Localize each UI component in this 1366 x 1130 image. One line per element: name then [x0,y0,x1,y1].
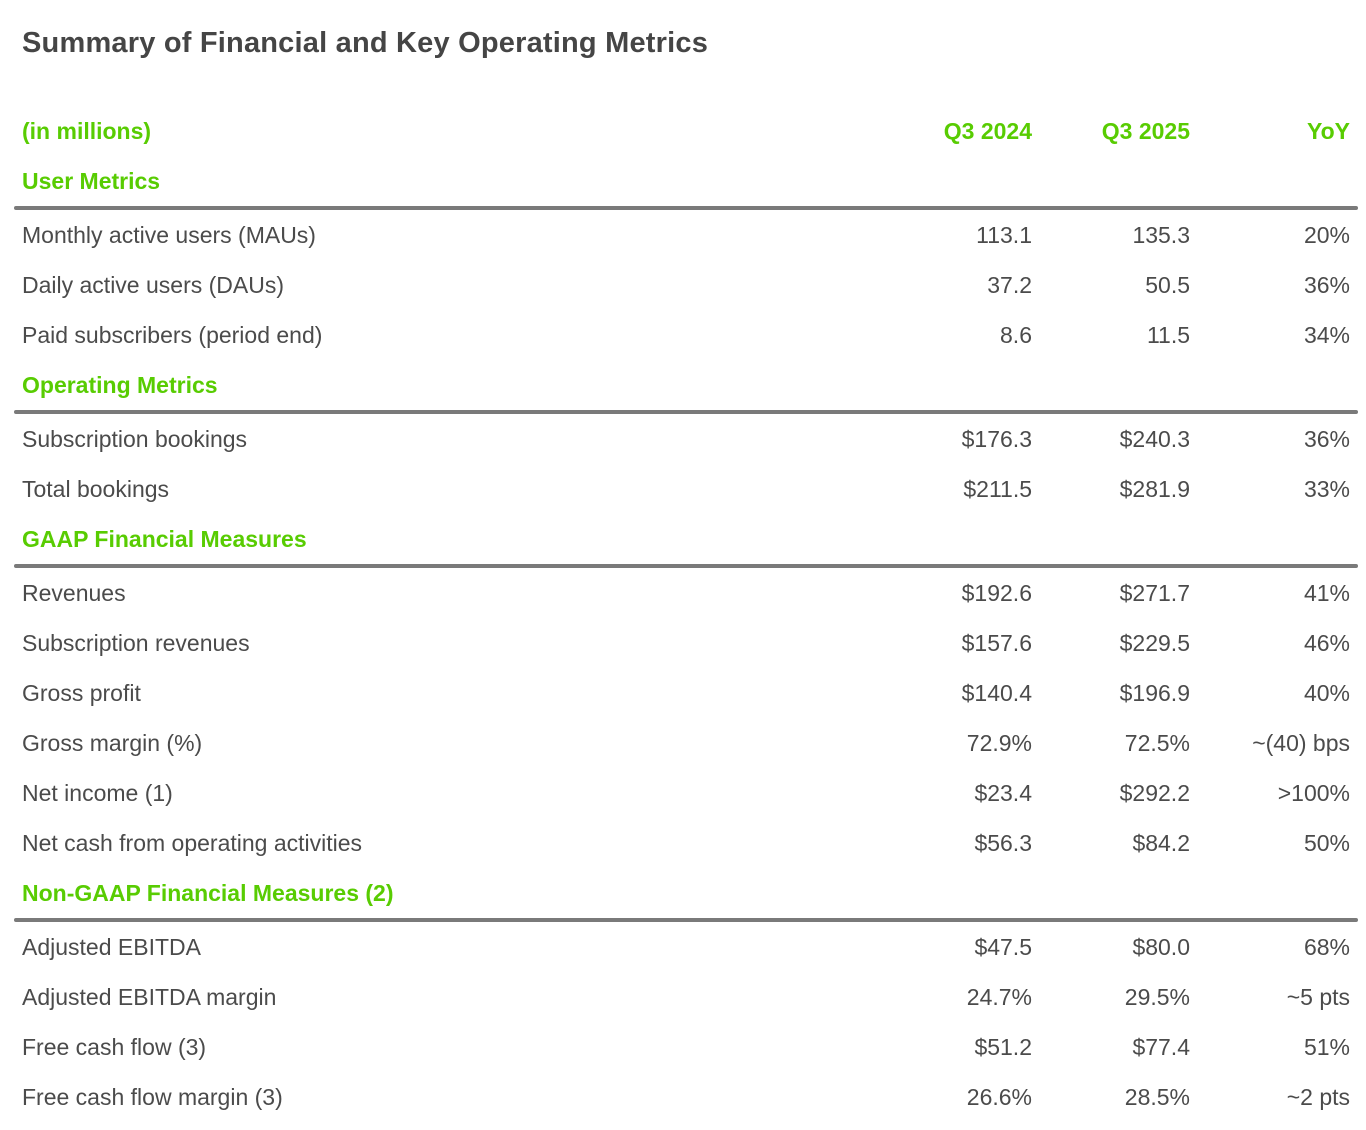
table-row-net-income-1: Net income (1) $23.4 $292.2 >100% [22,768,1350,818]
unit-label: (in millions) [22,118,152,144]
value-q3-2024: 113.1 [976,222,1032,248]
value-q3-2025: $84.2 [1132,830,1190,856]
table-row-paid-subscribers-period-end: Paid subscribers (period end) 8.6 11.5 34% [22,310,1350,360]
value-yoy: 50% [1303,830,1350,856]
row-label: Adjusted EBITDA margin [22,984,277,1010]
value-q3-2025: 135.3 [1132,222,1190,248]
value-yoy: 33% [1303,476,1350,502]
value-q3-2024: $140.4 [961,680,1032,706]
table-row-free-cash-flow-margin-3: Free cash flow margin (3) 26.6% 28.5% ~2 pt… [22,1072,1350,1122]
section-header-non-gaap-financial-measures-2: Non-GAAP Financial Measures (2) [22,868,1350,918]
value-q3-2025: 28.5% [1124,1084,1190,1110]
table-row-monthly-active-users-maus: Monthly active users (MAUs) 113.1 135.3 20% [22,210,1350,260]
table-row-adjusted-ebitda: Adjusted EBITDA $47.5 $80.0 68% [22,922,1350,972]
value-yoy: >100% [1277,780,1350,806]
row-label: Gross margin (%) [22,730,203,756]
value-q3-2025: 29.5% [1124,984,1190,1010]
metrics-table: (in millions) Q3 2024 Q3 2025 YoY User M… [14,106,1358,1122]
row-label: Revenues [22,580,126,606]
table-row-subscription-revenues: Subscription revenues $157.6 $229.5 46% [22,618,1350,668]
row-label: Free cash flow (3) [22,1034,207,1060]
row-label: Daily active users (DAUs) [22,272,284,298]
page-title: Summary of Financial and Key Operating M… [22,27,709,59]
value-q3-2025: $229.5 [1119,630,1190,656]
column-header-yoy: YoY [1306,118,1350,144]
table-row-adjusted-ebitda-margin: Adjusted EBITDA margin 24.7% 29.5% ~5 pts [22,972,1350,1022]
value-q3-2024: 8.6 [1000,322,1032,348]
value-q3-2025: $77.4 [1132,1034,1190,1060]
value-q3-2025: $292.2 [1119,780,1190,806]
value-q3-2024: 37.2 [987,272,1032,298]
table-row-subscription-bookings: Subscription bookings $176.3 $240.3 36% [22,414,1350,464]
value-q3-2024: $176.3 [961,426,1032,452]
section-header-label: User Metrics [22,168,161,194]
value-yoy: 40% [1303,680,1350,706]
row-label: Gross profit [22,680,141,706]
value-yoy: 36% [1303,272,1350,298]
value-yoy: 46% [1303,630,1350,656]
value-yoy: 68% [1303,934,1350,960]
row-label: Subscription bookings [22,426,248,452]
table-row-gross-profit: Gross profit $140.4 $196.9 40% [22,668,1350,718]
value-q3-2024: $51.2 [974,1034,1032,1060]
section-header-user-metrics: User Metrics [22,156,1350,206]
value-q3-2025: 11.5 [1146,322,1190,348]
row-label: Net income (1) [22,780,173,806]
row-label: Paid subscribers (period end) [22,322,323,348]
table-header-row: (in millions) Q3 2024 Q3 2025 YoY [22,106,1350,156]
value-q3-2024: $157.6 [961,630,1032,656]
value-q3-2025: $281.9 [1119,476,1190,502]
value-q3-2025: $240.3 [1119,426,1190,452]
value-q3-2025: 72.5% [1124,730,1190,756]
row-label: Adjusted EBITDA [22,934,201,960]
value-q3-2024: $192.6 [961,580,1032,606]
table-row-net-cash-from-operating-activities: Net cash from operating activities $56.3 $… [22,818,1350,868]
row-label: Total bookings [22,476,170,502]
value-q3-2024: 24.7% [966,984,1032,1010]
section-header-label: Operating Metrics [22,372,218,398]
column-header-q3-2025: Q3 2025 [1101,118,1190,144]
section-header-gaap-financial-measures: GAAP Financial Measures [22,514,1350,564]
value-q3-2025: 50.5 [1145,272,1190,298]
table-body: User Metrics Monthly active users (MAUs) 1… [14,156,1358,1122]
row-label: Free cash flow margin (3) [22,1084,283,1110]
value-q3-2024: 26.6% [966,1084,1032,1110]
table-row-free-cash-flow-3: Free cash flow (3) $51.2 $77.4 51% [22,1022,1350,1072]
value-q3-2024: 72.9% [966,730,1032,756]
row-label: Subscription revenues [22,630,250,656]
value-q3-2024: $23.4 [974,780,1032,806]
table-row-total-bookings: Total bookings $211.5 $281.9 33% [22,464,1350,514]
section-divider-rule [14,918,1358,922]
table-row-daily-active-users-daus: Daily active users (DAUs) 37.2 50.5 36% [22,260,1350,310]
value-yoy: 20% [1303,222,1350,248]
row-label: Monthly active users (MAUs) [22,222,316,248]
value-q3-2024: $56.3 [974,830,1032,856]
value-yoy: ~(40) bps [1252,730,1350,756]
section-header-label: GAAP Financial Measures [22,526,307,552]
section-header-operating-metrics: Operating Metrics [22,360,1350,410]
section-header-label: Non-GAAP Financial Measures (2) [22,880,394,906]
value-q3-2024: $211.5 [963,476,1032,502]
value-q3-2025: $271.7 [1119,580,1190,606]
table-row-revenues: Revenues $192.6 $271.7 41% [22,568,1350,618]
value-q3-2025: $80.0 [1132,934,1190,960]
value-yoy: ~5 pts [1286,984,1350,1010]
value-yoy: 51% [1303,1034,1350,1060]
column-header-q3-2024: Q3 2024 [943,118,1032,144]
section-divider-rule [14,564,1358,568]
row-label: Net cash from operating activities [22,830,363,856]
section-divider-rule [14,410,1358,414]
value-yoy: 41% [1303,580,1350,606]
value-yoy: 34% [1303,322,1350,348]
value-yoy: 36% [1303,426,1350,452]
table-row-gross-margin: Gross margin (%) 72.9% 72.5% ~(40) bps [22,718,1350,768]
section-divider-rule [14,206,1358,210]
value-yoy: ~2 pts [1286,1084,1350,1110]
value-q3-2024: $47.5 [974,934,1032,960]
value-q3-2025: $196.9 [1119,680,1190,706]
